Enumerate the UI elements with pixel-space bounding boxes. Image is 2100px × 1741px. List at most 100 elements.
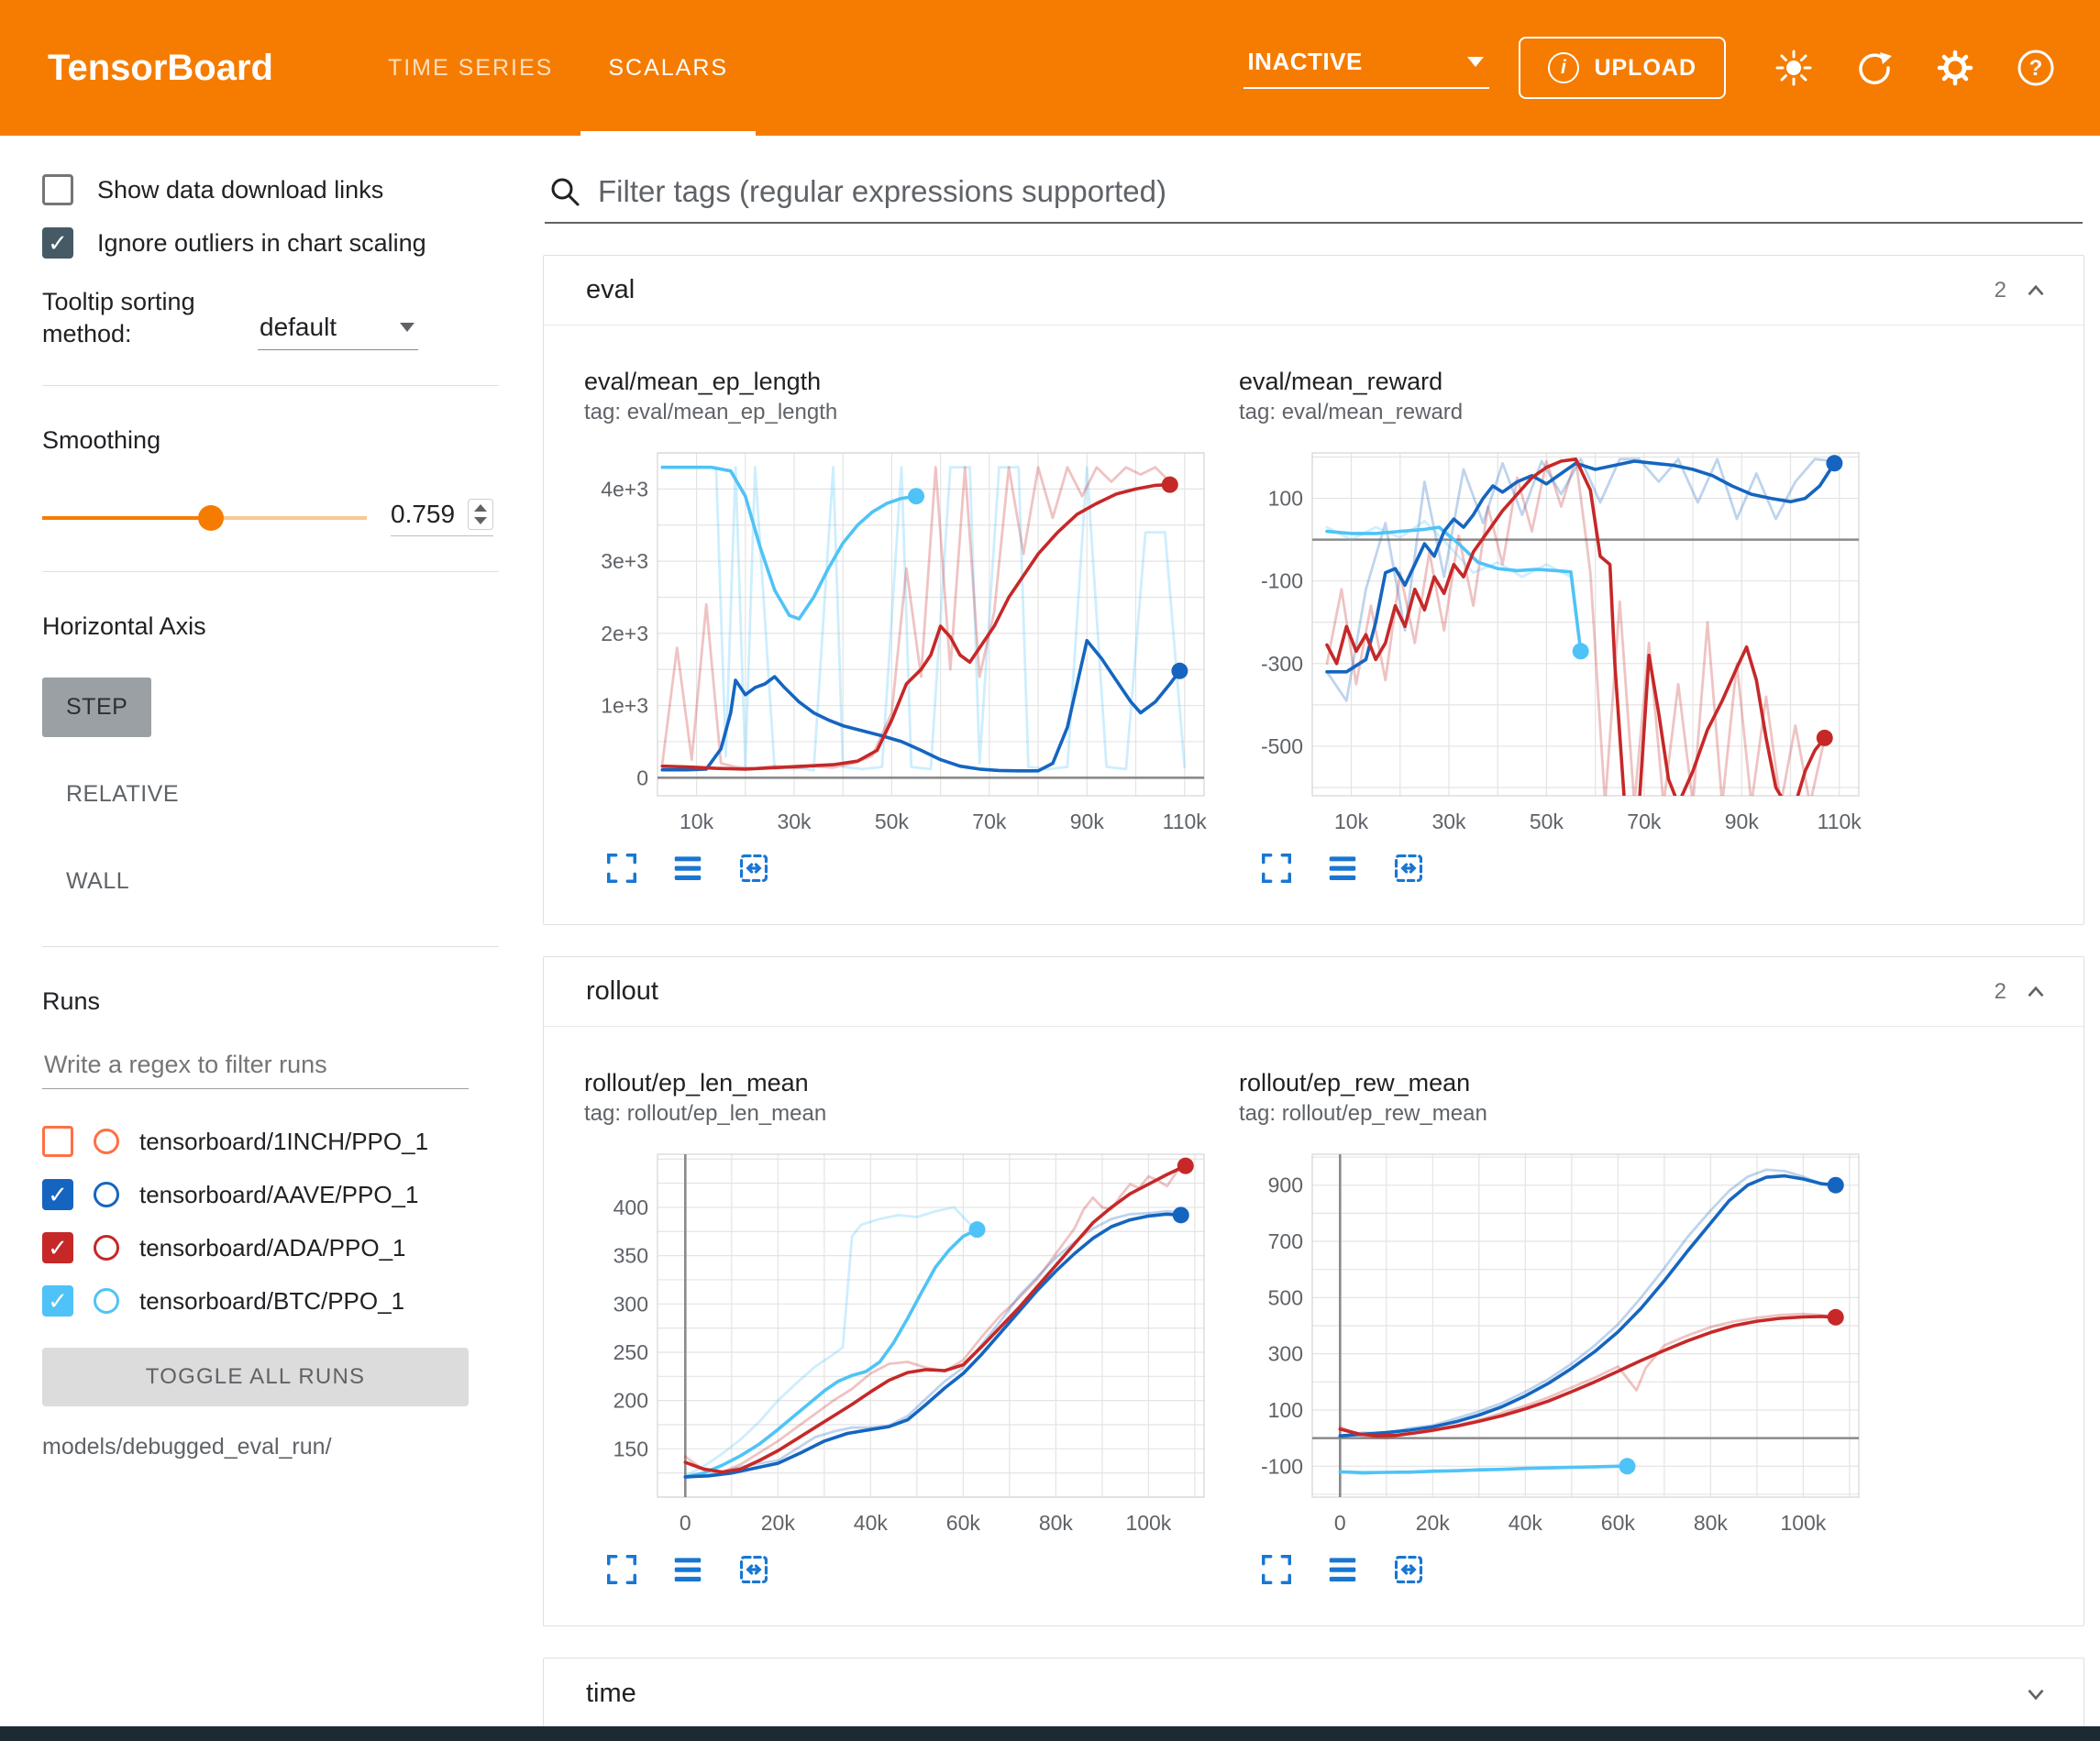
line-chart[interactable]: 0 20k 40k 60k 80k 100k 150 200 250 300 350 400 <box>584 1143 1217 1539</box>
run-row[interactable]: tensorboard/1INCH/PPO_1 <box>42 1115 499 1168</box>
svg-text:10k: 10k <box>1334 810 1369 833</box>
chart-tag: tag: rollout/ep_rew_mean <box>1239 1101 1487 1126</box>
status-dropdown[interactable]: INACTIVE <box>1243 48 1490 89</box>
smoothing-label: Smoothing <box>42 426 161 455</box>
smoothing-value-input[interactable] <box>391 500 468 530</box>
runs-filter-input[interactable] <box>42 1045 469 1090</box>
svg-text:400: 400 <box>613 1196 648 1219</box>
run-row[interactable]: tensorboard/BTC/PPO_1 <box>42 1274 499 1328</box>
run-checkbox[interactable] <box>42 1285 73 1317</box>
svg-text:40k: 40k <box>854 1511 889 1535</box>
step-down-icon[interactable] <box>474 517 487 525</box>
svg-text:80k: 80k <box>1694 1511 1729 1535</box>
refresh-icon[interactable] <box>1854 48 1895 88</box>
svg-text:60k: 60k <box>1601 1511 1636 1535</box>
slider-thumb[interactable] <box>198 504 225 531</box>
svg-text:4e+3: 4e+3 <box>601 477 648 501</box>
smoothing-stepper[interactable] <box>468 499 493 531</box>
section-header-eval[interactable]: eval 2 <box>544 256 2083 325</box>
svg-text:200: 200 <box>613 1389 648 1413</box>
tab-time-series[interactable]: TIME SERIES <box>387 54 554 81</box>
chart-title: rollout/ep_rew_mean <box>1239 1069 1471 1096</box>
svg-text:100k: 100k <box>1125 1511 1171 1535</box>
chevron-up-icon[interactable] <box>2021 977 2050 1007</box>
data-table-button[interactable] <box>1325 851 1360 886</box>
tooltip-sorting-select[interactable]: default <box>258 313 418 351</box>
fit-domain-button[interactable] <box>736 851 771 886</box>
toggle-all-runs-button[interactable]: TOGGLE ALL RUNS <box>42 1348 469 1407</box>
line-chart[interactable]: 0 20k 40k 60k 80k 100k -100 100 300 500 700 900 <box>1239 1143 1872 1539</box>
run-label: tensorboard/1INCH/PPO_1 <box>139 1127 429 1155</box>
expand-chart-button[interactable] <box>1259 851 1294 886</box>
ignore-outliers-row[interactable]: Ignore outliers in chart scaling <box>42 227 499 259</box>
svg-text:0: 0 <box>1334 1511 1346 1535</box>
tag-filter-row <box>545 169 2083 224</box>
brightness-icon[interactable] <box>1774 48 1814 88</box>
section-body-rollout: rollout/ep_len_mean tag: rollout/ep_len_… <box>544 1027 2083 1625</box>
section-title: eval <box>586 275 636 304</box>
run-checkbox[interactable] <box>42 1179 73 1211</box>
tooltip-sorting-row: Tooltip sorting method: default <box>42 286 499 351</box>
svg-text:150: 150 <box>613 1437 648 1460</box>
data-table-button[interactable] <box>670 851 705 886</box>
info-icon: i <box>1548 52 1580 83</box>
section-body-eval: eval/mean_ep_length tag: eval/mean_ep_le… <box>544 325 2083 924</box>
fit-domain-button[interactable] <box>736 1552 771 1587</box>
run-label: tensorboard/BTC/PPO_1 <box>139 1286 405 1315</box>
section-count: 2 <box>1994 277 2006 303</box>
axis-wall-button[interactable]: WALL <box>42 852 153 911</box>
run-label: tensorboard/AAVE/PPO_1 <box>139 1180 419 1208</box>
help-icon[interactable]: ? <box>2016 48 2056 88</box>
settings-icon[interactable] <box>1935 48 1975 88</box>
run-label: tensorboard/ADA/PPO_1 <box>139 1233 406 1262</box>
svg-text:110k: 110k <box>1818 810 1862 833</box>
run-row[interactable]: tensorboard/AAVE/PPO_1 <box>42 1168 499 1221</box>
fit-domain-button[interactable] <box>1391 851 1426 886</box>
svg-text:100k: 100k <box>1780 1511 1826 1535</box>
run-color-ring <box>94 1288 119 1315</box>
tag-filter-input[interactable] <box>598 174 2079 209</box>
expand-chart-button[interactable] <box>1259 1552 1294 1587</box>
svg-text:?: ? <box>2029 56 2043 81</box>
svg-text:50k: 50k <box>875 810 910 833</box>
section-header-time[interactable]: time <box>544 1658 2083 1726</box>
chevron-up-icon[interactable] <box>2021 276 2050 305</box>
expand-chart-button[interactable] <box>604 851 639 886</box>
show-download-links-row[interactable]: Show data download links <box>42 174 499 205</box>
chevron-down-icon[interactable] <box>2021 1679 2050 1708</box>
upload-button[interactable]: i UPLOAD <box>1519 37 1726 99</box>
svg-text:90k: 90k <box>1725 810 1760 833</box>
svg-text:0: 0 <box>680 1511 691 1535</box>
expand-chart-button[interactable] <box>604 1552 639 1587</box>
section-header-rollout[interactable]: rollout 2 <box>544 957 2083 1027</box>
svg-text:20k: 20k <box>761 1511 796 1535</box>
app-header: TensorBoard TIME SERIES SCALARS INACTIVE… <box>0 0 2100 136</box>
step-up-icon[interactable] <box>474 504 487 512</box>
section-card-rollout: rollout 2 rollout/ep_len_mean tag: rollo… <box>543 956 2084 1626</box>
divider <box>42 385 499 387</box>
run-checkbox[interactable] <box>42 1232 73 1264</box>
header-tabs: TIME SERIES SCALARS <box>360 0 756 136</box>
svg-text:300: 300 <box>613 1292 648 1316</box>
divider <box>42 946 499 948</box>
run-row[interactable]: tensorboard/ADA/PPO_1 <box>42 1221 499 1274</box>
data-table-button[interactable] <box>1325 1552 1360 1587</box>
svg-text:30k: 30k <box>777 810 812 833</box>
data-table-button[interactable] <box>670 1552 705 1587</box>
run-checkbox[interactable] <box>42 1126 73 1158</box>
line-chart[interactable]: 10k 30k 50k 70k 90k 110k 0 1e+3 2e+3 3e+3 4e+3 <box>584 442 1217 838</box>
line-chart[interactable]: 10k 30k 50k 70k 90k 110k 100 -100 -300 -500 <box>1239 442 1872 838</box>
tab-scalars[interactable]: SCALARS <box>580 0 756 136</box>
svg-text:-100: -100 <box>1261 569 1303 593</box>
smoothing-slider[interactable] <box>42 502 367 534</box>
section-card-eval: eval 2 eval/mean_ep_length tag: eval/mea… <box>543 255 2084 925</box>
chevron-down-icon <box>400 323 414 333</box>
axis-relative-button[interactable]: RELATIVE <box>42 765 203 824</box>
ignore-outliers-checkbox[interactable] <box>42 227 73 259</box>
axis-step-button[interactable]: STEP <box>42 678 152 738</box>
chart-title: rollout/ep_len_mean <box>584 1069 809 1096</box>
svg-text:-500: -500 <box>1261 734 1303 758</box>
fit-domain-button[interactable] <box>1391 1552 1426 1587</box>
show-download-links-checkbox[interactable] <box>42 174 73 205</box>
